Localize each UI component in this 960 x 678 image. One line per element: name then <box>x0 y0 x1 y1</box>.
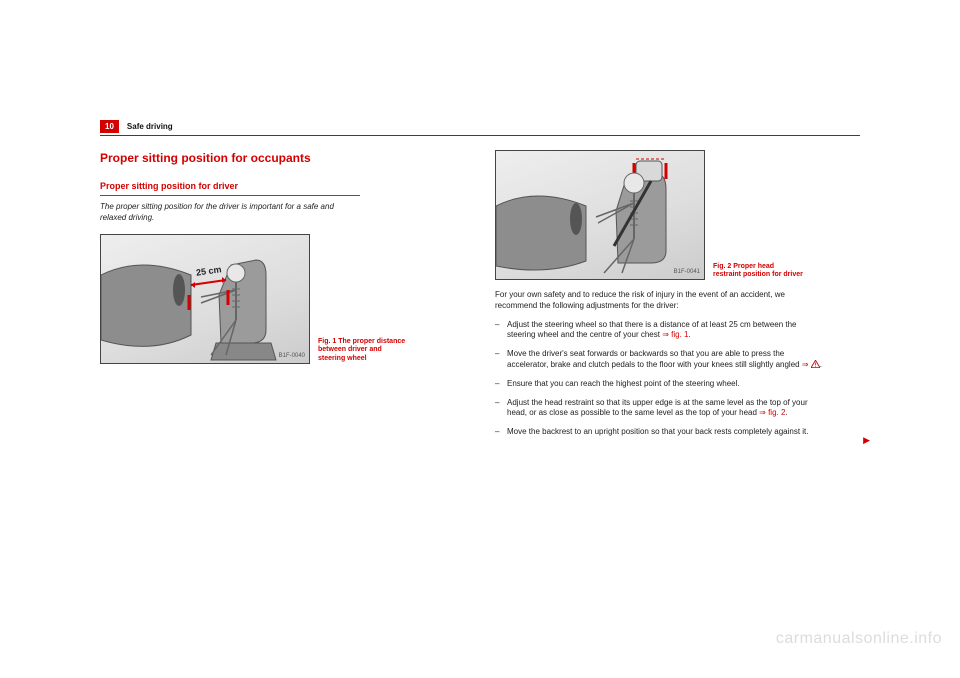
figure-1: 25 cm B1F-0040 <box>100 234 310 364</box>
intro-text: The proper sitting position for the driv… <box>100 202 360 224</box>
list-tail: . <box>785 408 787 417</box>
list-text: Move the backrest to an upright position… <box>507 427 809 436</box>
list-item: Adjust the head restraint so that its up… <box>495 398 825 420</box>
list-item: Ensure that you can reach the highest po… <box>495 379 825 390</box>
list-item: Move the backrest to an upright position… <box>495 427 825 438</box>
figure-reference: ⇒ fig. 2 <box>759 408 785 417</box>
page-header: 10 Safe driving <box>100 120 860 136</box>
warning-icon <box>811 360 820 368</box>
section-title: Safe driving <box>127 122 173 131</box>
sub-heading: Proper sitting position for driver <box>100 180 360 196</box>
figure-2-row: B1F-0041 Fig. 2 Proper head restraint po… <box>495 150 860 280</box>
watermark: carmanualsonline.info <box>776 630 942 648</box>
list-item: Adjust the steering wheel so that there … <box>495 320 825 342</box>
figure-2-caption: Fig. 2 Proper head restraint position fo… <box>713 263 803 281</box>
list-text: Move the driver's seat forwards or backw… <box>507 349 802 369</box>
figure-1-id: B1F-0040 <box>279 352 305 360</box>
figure-reference: ⇒ <box>802 360 809 369</box>
list-text: Adjust the steering wheel so that there … <box>507 320 797 340</box>
body-paragraph: For your own safety and to reduce the ri… <box>495 290 825 312</box>
list-tail: . <box>688 330 690 339</box>
list-tail: . <box>820 360 822 369</box>
figure-2-id: B1F-0041 <box>674 268 700 276</box>
figure-2: B1F-0041 <box>495 150 705 280</box>
main-heading: Proper sitting position for occupants <box>100 150 465 166</box>
page-number: 10 <box>100 120 119 133</box>
content-columns: Proper sitting position for occupants Pr… <box>100 150 860 446</box>
list-item: Move the driver's seat forwards or backw… <box>495 349 825 371</box>
continue-arrow-icon: ▶ <box>863 434 870 446</box>
figure-1-row: 25 cm B1F-0040 Fig. 1 The proper distanc… <box>100 234 465 364</box>
left-column: Proper sitting position for occupants Pr… <box>100 150 465 446</box>
list-text: Ensure that you can reach the highest po… <box>507 379 740 388</box>
figure-2-illustration <box>496 151 705 280</box>
manual-page: 10 Safe driving Proper sitting position … <box>100 120 860 446</box>
adjustment-list: Adjust the steering wheel so that there … <box>495 320 825 438</box>
figure-1-illustration <box>101 235 310 364</box>
right-column: B1F-0041 Fig. 2 Proper head restraint po… <box>495 150 860 446</box>
figure-reference: ⇒ fig. 1 <box>662 330 688 339</box>
figure-1-caption: Fig. 1 The proper distance between drive… <box>318 338 408 364</box>
